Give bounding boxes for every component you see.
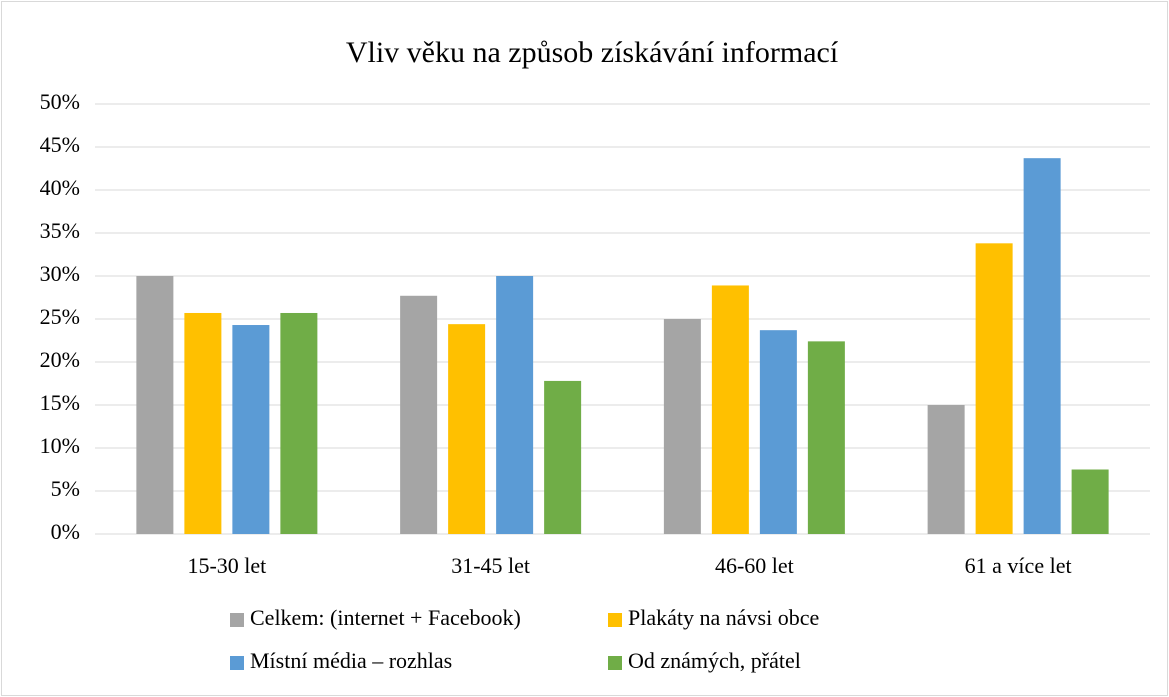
bar — [280, 312, 318, 534]
y-tick-label: 30% — [40, 261, 80, 286]
bar — [232, 325, 270, 534]
legend-label: Plakáty na návsi obce — [628, 605, 819, 630]
legend-swatch — [608, 613, 622, 627]
y-tick-label: 45% — [40, 132, 80, 157]
legend-label: Celkem: (internet + Facebook) — [250, 605, 521, 630]
chart-title: Vliv věku na způsob získávání informací — [346, 36, 839, 69]
y-tick-label: 10% — [40, 433, 80, 458]
bar — [1023, 158, 1061, 534]
bar — [544, 380, 582, 534]
y-tick-label: 5% — [51, 476, 80, 501]
x-tick-label: 15-30 let — [187, 553, 266, 578]
y-tick-label: 50% — [40, 89, 80, 114]
legend-swatch — [230, 613, 244, 627]
bar — [1071, 469, 1109, 534]
bar — [975, 243, 1013, 534]
y-tick-label: 20% — [40, 347, 80, 372]
legend-swatch — [608, 656, 622, 670]
bar — [448, 324, 486, 534]
bar — [400, 295, 438, 534]
x-tick-label: 61 a více let — [965, 553, 1072, 578]
y-tick-label: 40% — [40, 175, 80, 200]
y-tick-label: 0% — [51, 519, 80, 544]
legend-label: Od známých, přátel — [628, 648, 801, 673]
bar — [136, 276, 174, 534]
legend-swatch — [230, 656, 244, 670]
legend-label: Místní média – rozhlas — [250, 648, 452, 673]
bar — [759, 330, 797, 534]
x-tick-label: 31-45 let — [451, 553, 530, 578]
x-tick-label: 46-60 let — [715, 553, 794, 578]
bar — [496, 276, 534, 534]
y-tick-label: 15% — [40, 390, 80, 415]
bar — [927, 405, 965, 534]
bar — [807, 341, 845, 534]
bar — [184, 312, 222, 534]
y-tick-label: 25% — [40, 304, 80, 329]
bar — [711, 285, 749, 534]
bar — [663, 319, 701, 534]
y-tick-label: 35% — [40, 218, 80, 243]
